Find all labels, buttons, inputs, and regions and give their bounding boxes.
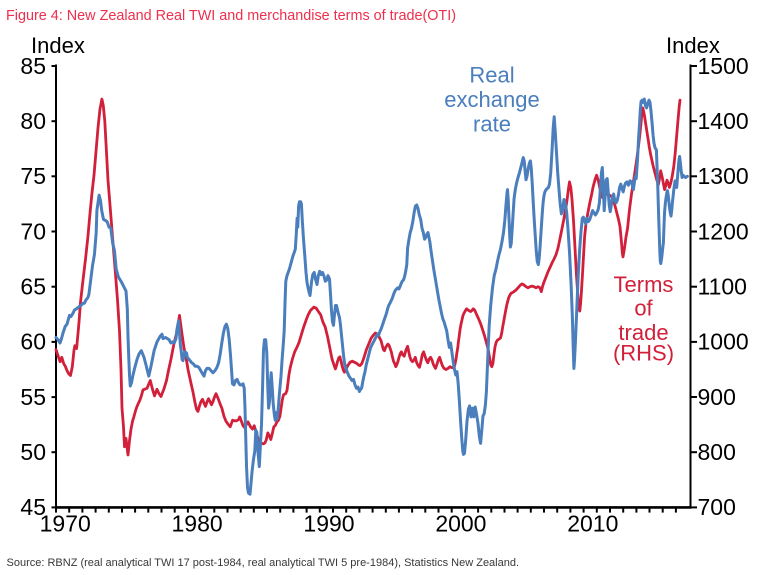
svg-text:700: 700 bbox=[698, 494, 736, 520]
svg-text:2000: 2000 bbox=[435, 511, 486, 537]
svg-text:Index: Index bbox=[31, 33, 85, 58]
svg-text:80: 80 bbox=[20, 108, 46, 134]
svg-text:70: 70 bbox=[20, 218, 46, 244]
svg-text:75: 75 bbox=[20, 163, 46, 189]
svg-text:900: 900 bbox=[698, 384, 736, 410]
svg-text:60: 60 bbox=[20, 329, 46, 355]
svg-text:1000: 1000 bbox=[698, 329, 749, 355]
svg-text:1980: 1980 bbox=[172, 511, 223, 537]
svg-text:Terms: Terms bbox=[614, 272, 674, 297]
svg-text:Index: Index bbox=[666, 33, 720, 58]
svg-text:1100: 1100 bbox=[698, 274, 747, 300]
svg-text:55: 55 bbox=[20, 384, 46, 410]
svg-text:1400: 1400 bbox=[698, 108, 749, 134]
svg-text:rate: rate bbox=[473, 112, 511, 137]
svg-text:exchange: exchange bbox=[444, 87, 539, 112]
svg-text:2010: 2010 bbox=[567, 511, 618, 537]
svg-text:of: of bbox=[634, 295, 653, 320]
svg-text:(RHS): (RHS) bbox=[613, 341, 674, 366]
svg-text:1970: 1970 bbox=[40, 511, 91, 537]
svg-text:Source: RBNZ (real analytical: Source: RBNZ (real analytical TWI 17 pos… bbox=[7, 557, 520, 569]
svg-text:800: 800 bbox=[698, 439, 736, 465]
svg-text:1300: 1300 bbox=[698, 163, 749, 189]
svg-text:trade: trade bbox=[618, 320, 668, 345]
svg-text:1200: 1200 bbox=[698, 218, 749, 244]
svg-text:65: 65 bbox=[20, 274, 46, 300]
svg-text:1500: 1500 bbox=[698, 53, 749, 79]
svg-text:85: 85 bbox=[20, 53, 46, 79]
svg-text:50: 50 bbox=[20, 439, 46, 465]
svg-text:Real: Real bbox=[469, 62, 514, 87]
svg-text:1990: 1990 bbox=[303, 511, 354, 537]
svg-text:45: 45 bbox=[20, 494, 46, 520]
svg-text:Figure 4: New Zealand Real TWI: Figure 4: New Zealand Real TWI and merch… bbox=[6, 8, 456, 24]
